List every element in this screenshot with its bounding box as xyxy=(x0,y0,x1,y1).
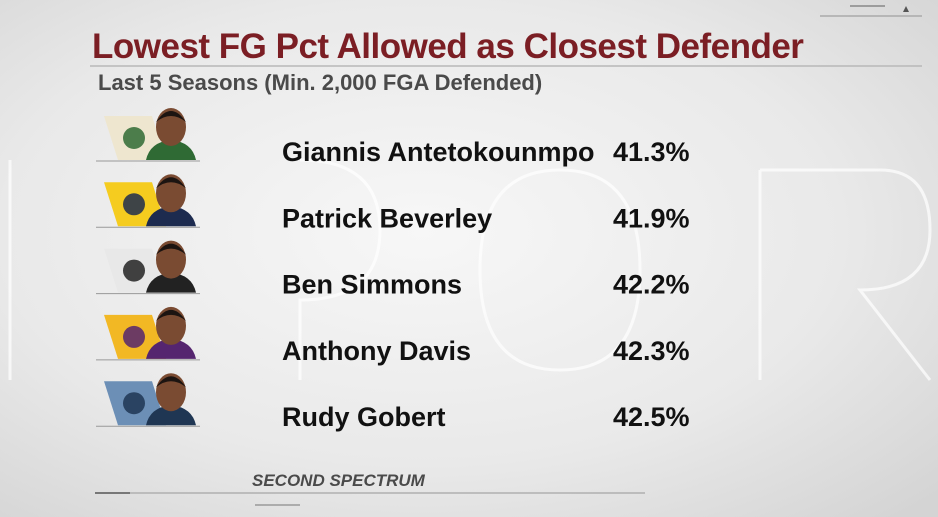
headshot-hair xyxy=(156,111,186,122)
team-logo-mark xyxy=(123,193,145,216)
rows: Giannis Antetokounmpo 41.3% Patrick Beverl… xyxy=(96,108,690,432)
player-name: Rudy Gobert xyxy=(282,402,446,432)
team-logo-mark xyxy=(123,127,145,149)
player-name: Anthony Davis xyxy=(282,336,471,366)
row: Giannis Antetokounmpo 41.3% xyxy=(96,108,690,167)
headshot-jersey xyxy=(146,338,196,359)
row: Anthony Davis 42.3% xyxy=(96,306,690,366)
player-name: Ben Simmons xyxy=(282,270,462,300)
headshot-jersey xyxy=(146,405,196,426)
headshot-hair xyxy=(156,376,186,388)
title: Lowest FG Pct Allowed as Closest Defende… xyxy=(92,27,804,66)
source: SECOND SPECTRUM xyxy=(252,471,426,490)
headshot-jersey xyxy=(146,140,196,160)
player-name: Patrick Beverley xyxy=(282,203,492,233)
headshot-jersey xyxy=(146,272,196,293)
subtitle: Last 5 Seasons (Min. 2,000 FGA Defended) xyxy=(98,70,542,95)
background-lettering xyxy=(8,158,932,381)
fg-pct: 41.3% xyxy=(613,137,690,167)
row: Rudy Gobert 42.5% xyxy=(96,373,690,432)
headshot-jersey xyxy=(146,206,196,227)
headshot-hair xyxy=(156,177,186,189)
team-logo-mark xyxy=(123,259,145,282)
row: Ben Simmons 42.2% xyxy=(96,240,690,300)
headshot-hair xyxy=(156,243,186,255)
team-logo-mark xyxy=(123,392,145,415)
player-name: Giannis Antetokounmpo xyxy=(282,137,595,167)
fg-pct: 41.9% xyxy=(613,203,690,233)
row: Patrick Beverley 41.9% xyxy=(96,174,690,233)
fg-pct: 42.5% xyxy=(613,402,690,432)
fg-pct: 42.3% xyxy=(613,336,690,366)
fg-pct: 42.2% xyxy=(613,270,690,300)
corner-arrow xyxy=(903,6,909,12)
headshot-hair xyxy=(156,309,186,321)
team-logo-mark xyxy=(123,325,145,348)
